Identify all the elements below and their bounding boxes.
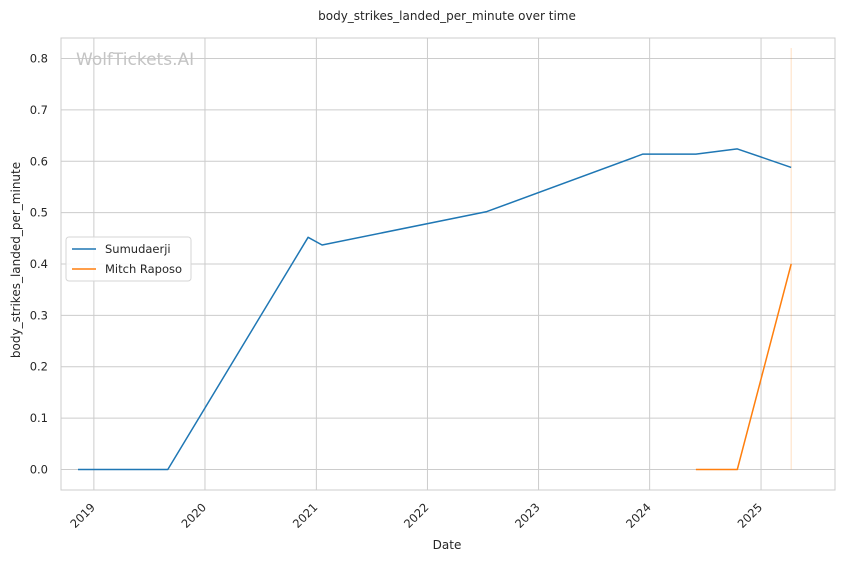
- plot-frame: [60, 37, 836, 491]
- y-tick-labels: 0.0 0.1 0.2 0.3 0.4 0.5 0.6 0.7 0.8: [30, 52, 48, 477]
- y-tick-label: 0.3: [30, 308, 48, 322]
- y-axis-title: body_strikes_landed_per_minute: [9, 162, 23, 358]
- y-tick-label: 0.2: [30, 360, 48, 374]
- y-tick-label: 0.6: [30, 154, 48, 168]
- legend-label: Sumudaerji: [105, 242, 171, 256]
- y-tick-label: 0.7: [30, 103, 48, 117]
- y-tick-label: 0.5: [30, 206, 48, 220]
- x-axis-title: Date: [433, 538, 462, 552]
- legend: Sumudaerji Mitch Raposo: [65, 236, 192, 282]
- y-tick-label: 0.0: [30, 462, 48, 476]
- series-lines: [78, 148, 792, 471]
- series-line-1: [695, 263, 792, 471]
- y-tick-label: 0.1: [30, 411, 48, 425]
- watermark: WolfTickets.AI: [76, 50, 194, 70]
- legend-box: [65, 236, 192, 282]
- y-tick-label: 0.4: [30, 257, 48, 271]
- y-tick-label: 0.8: [30, 52, 48, 66]
- chart-title: body_strikes_landed_per_minute over time: [318, 9, 576, 23]
- series-line-0: [78, 148, 792, 471]
- legend-label: Mitch Raposo: [105, 262, 182, 276]
